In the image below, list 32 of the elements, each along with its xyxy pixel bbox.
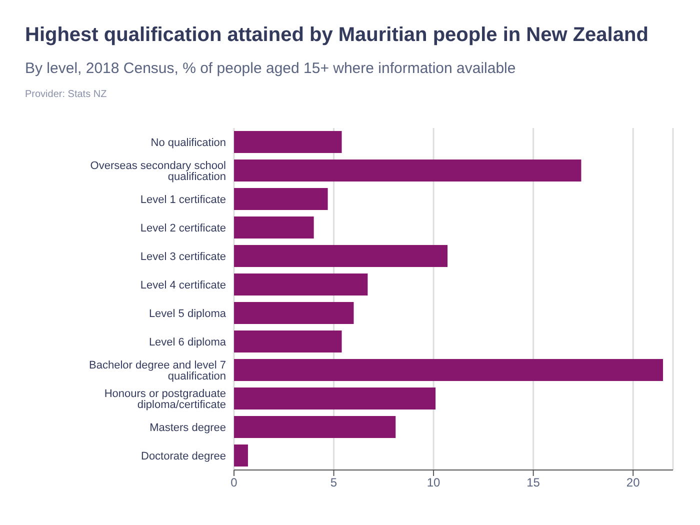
bar — [234, 216, 314, 238]
bar — [234, 245, 448, 267]
y-tick-label: Level 3 certificate — [140, 251, 226, 264]
bar — [234, 302, 354, 324]
y-tick-label: Level 2 certificate — [140, 222, 226, 235]
x-tick-label: 15 — [526, 476, 540, 490]
bar — [234, 359, 664, 381]
bar — [234, 444, 248, 466]
y-tick-label: Level 5 diploma — [148, 308, 227, 320]
bar — [234, 388, 436, 410]
bar — [234, 131, 342, 153]
y-tick-label: Level 1 certificate — [140, 194, 226, 206]
bar — [234, 416, 396, 438]
y-tick-label: Level 4 certificate — [140, 280, 226, 292]
bar — [234, 160, 582, 182]
y-tick-label: Overseas secondary school qualification — [90, 160, 226, 184]
x-tick-label: 0 — [230, 476, 238, 490]
bar — [234, 274, 368, 296]
y-tick-label: Honours or postgraduate diploma/certificate — [104, 388, 226, 412]
bar — [234, 188, 328, 210]
y-tick-label: No qualification — [150, 137, 226, 150]
y-tick-label: Level 6 diploma — [148, 336, 227, 349]
y-tick-label: Masters degree — [150, 422, 226, 434]
y-tick-label: Doctorate degree — [141, 450, 226, 463]
y-tick-label: Bachelor degree and level 7 qualification — [89, 360, 226, 383]
text: Provider: Stats NZ — [25, 89, 107, 100]
chart-subtitle: By level, 2018 Census, % of people aged 15+ where information available — [25, 60, 516, 77]
x-tick-label: 5 — [330, 476, 338, 490]
x-tick-label: 10 — [426, 476, 441, 490]
chart-title: Highest qualification attained by Mauritian people in New Zealand — [25, 24, 648, 47]
x-tick-label: 20 — [626, 476, 640, 490]
bar — [234, 330, 342, 352]
